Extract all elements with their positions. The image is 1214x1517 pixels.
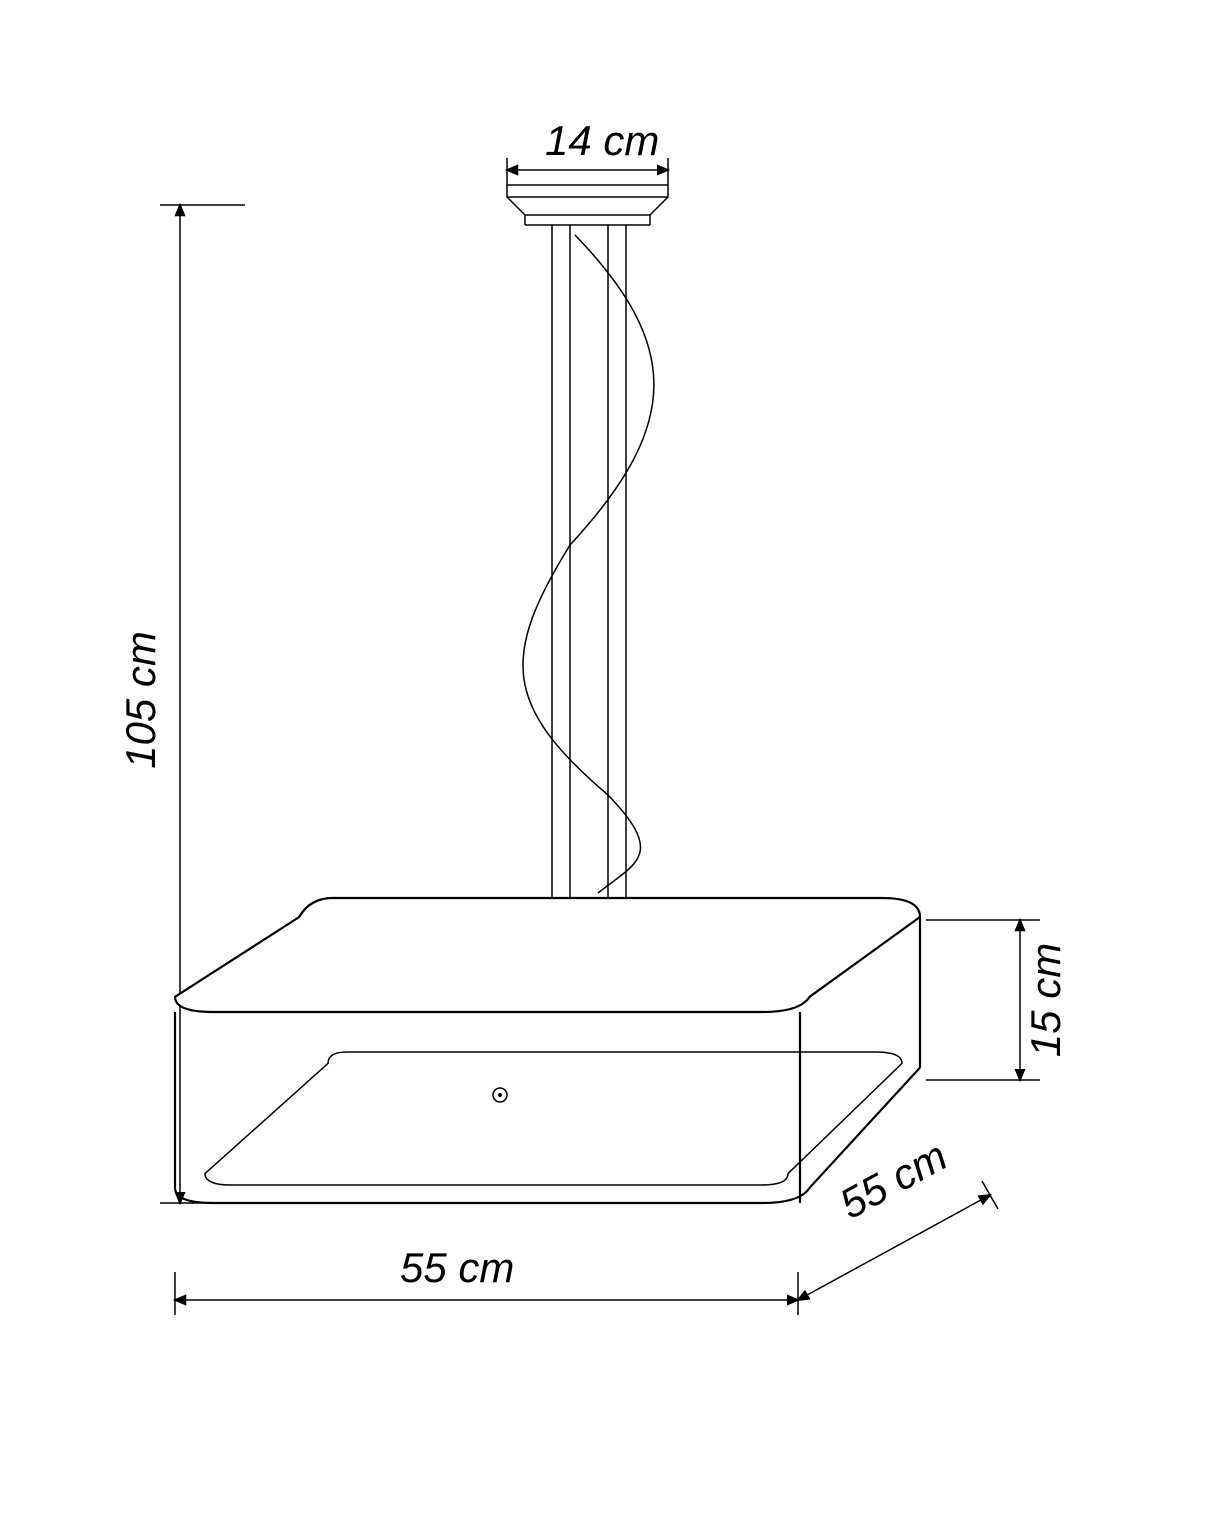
- power-cord: [523, 235, 654, 893]
- dim-label-depth: 55 cm: [832, 1132, 955, 1228]
- shade-diffuser: [205, 1052, 902, 1185]
- dim-label-shade-h: 15 cm: [1022, 943, 1069, 1057]
- dim-line-depth: [798, 1195, 990, 1300]
- dim-label-width: 55 cm: [400, 1244, 514, 1291]
- mount-plate-outer: [507, 185, 668, 197]
- diffuser-center-dot: [498, 1093, 502, 1097]
- shade-top-rim: [175, 898, 920, 1012]
- shade-bottom-rim: [175, 1068, 920, 1203]
- dim-label-height: 105 cm: [117, 631, 164, 769]
- dim-label-mount-width: 14 cm: [545, 117, 659, 164]
- mount-plate-bevel: [507, 197, 668, 215]
- ext-tick: [982, 1181, 998, 1209]
